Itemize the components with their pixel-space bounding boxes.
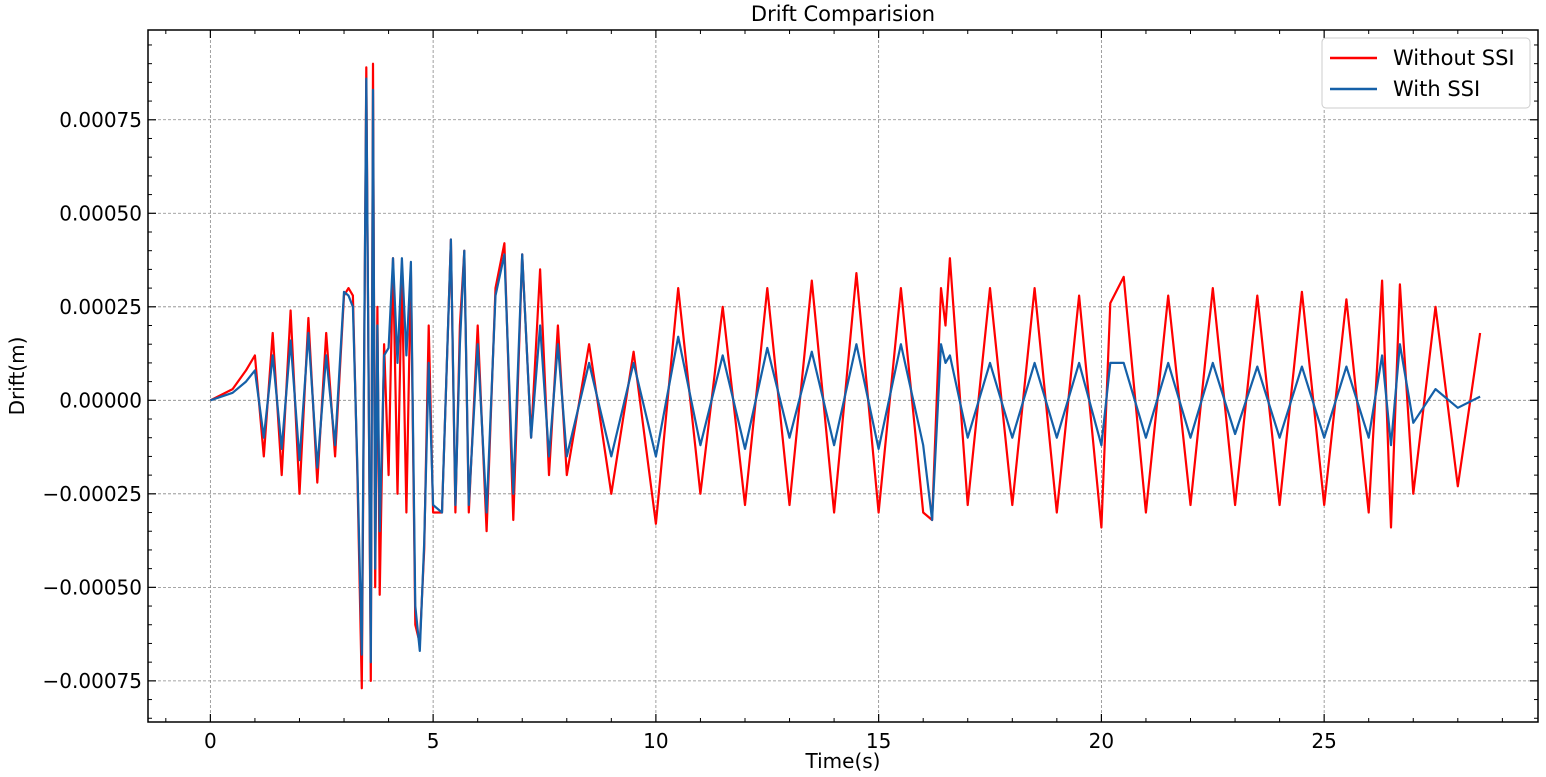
legend-label-with-ssi: With SSI	[1393, 77, 1480, 101]
grid	[148, 30, 1538, 722]
y-tick-label: −0.00050	[43, 575, 142, 599]
legend-box	[1321, 37, 1531, 109]
y-tick-label: 0.00000	[59, 388, 142, 412]
y-tick-label: 0.00025	[59, 295, 142, 319]
y-tick-label: −0.00025	[43, 482, 142, 506]
y-tick-label: 0.00050	[59, 201, 142, 225]
legend-label-without-ssi: Without SSI	[1393, 46, 1515, 70]
series-layer	[209, 62, 1482, 690]
y-tick-label: 0.00075	[59, 108, 142, 132]
x-tick-label: 0	[204, 729, 217, 753]
x-tick-label: 15	[866, 729, 891, 753]
y-axis-label: Drift(m)	[5, 337, 29, 416]
x-tick-label: 25	[1311, 729, 1336, 753]
legend: Without SSI With SSI	[1321, 37, 1531, 109]
series-line-without-ssi	[209, 62, 1482, 690]
chart-title: Drift Comparision	[751, 2, 935, 26]
x-tick-label: 20	[1089, 729, 1114, 753]
x-tick-label: 5	[427, 729, 440, 753]
y-tick-label: −0.00075	[43, 669, 142, 693]
x-axis-label: Time(s)	[805, 749, 881, 773]
ticks: 0 5 10 15 20 25 −0.00075 −0.00050 −0.00025 0.0000…	[43, 30, 1538, 753]
x-tick-label: 10	[643, 729, 668, 753]
plot-frame	[147, 29, 1539, 723]
series-line-with-ssi	[210, 77, 1481, 664]
